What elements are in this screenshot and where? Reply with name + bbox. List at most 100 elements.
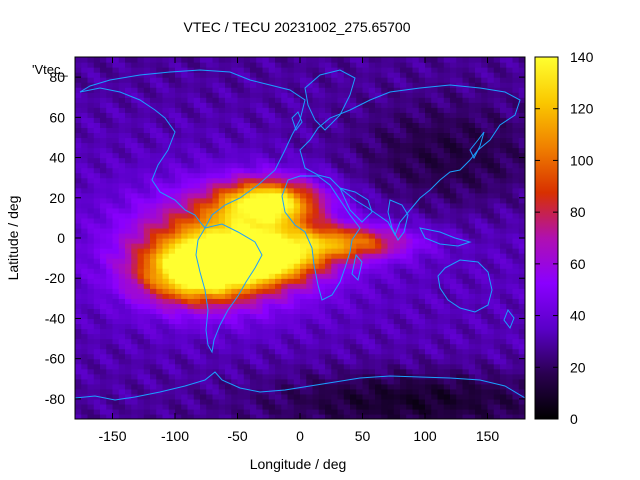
heatmap-cell — [181, 323, 189, 330]
heatmap-cell — [375, 388, 382, 395]
heatmap-cell — [368, 258, 376, 264]
heatmap-cell — [506, 373, 514, 380]
heatmap-cell — [350, 303, 357, 309]
heatmap-cell — [381, 353, 389, 360]
heatmap-cell — [137, 127, 145, 134]
heatmap-cell — [87, 383, 95, 390]
heatmap-cell — [375, 127, 382, 134]
heatmap-cell — [368, 363, 376, 370]
heatmap-cell — [481, 258, 489, 264]
heatmap-cell — [156, 182, 164, 189]
heatmap-cell — [412, 127, 420, 134]
heatmap-cell — [275, 388, 282, 395]
heatmap-cell — [237, 393, 245, 400]
heatmap-cell — [400, 72, 407, 78]
heatmap-cell — [406, 142, 414, 149]
heatmap-cell — [200, 197, 207, 204]
heatmap-cell — [443, 383, 451, 390]
heatmap-cell — [281, 283, 289, 289]
heatmap-cell — [143, 87, 151, 93]
heatmap-cell — [162, 413, 170, 419]
heatmap-cell — [393, 248, 401, 254]
heatmap-cell — [468, 378, 476, 385]
heatmap-cell — [93, 313, 101, 320]
heatmap-cell — [337, 202, 345, 209]
heatmap-cell — [381, 268, 389, 274]
heatmap-cell — [431, 97, 439, 103]
heatmap-cell — [362, 388, 370, 395]
heatmap-cell — [100, 152, 107, 159]
heatmap-cell — [200, 187, 207, 194]
heatmap-cell — [131, 333, 139, 340]
heatmap-cell — [150, 348, 157, 355]
heatmap-cell — [168, 408, 176, 415]
heatmap-cell — [381, 222, 389, 229]
heatmap-cell — [225, 368, 232, 375]
heatmap-cell — [512, 222, 520, 229]
heatmap-cell — [150, 97, 157, 103]
heatmap-cell — [500, 343, 507, 350]
heatmap-cell — [481, 288, 489, 294]
heatmap-cell — [193, 107, 201, 113]
heatmap-cell — [331, 142, 339, 149]
heatmap-cell — [493, 162, 501, 169]
heatmap-cell — [81, 303, 89, 309]
heatmap-cell — [312, 358, 320, 365]
heatmap-cell — [225, 243, 232, 249]
heatmap-cell — [143, 373, 151, 380]
heatmap-cell — [512, 328, 520, 335]
heatmap-cell — [331, 398, 339, 405]
heatmap-cell — [287, 363, 295, 370]
heatmap-cell — [243, 172, 251, 179]
heatmap-cell — [225, 87, 232, 93]
heatmap-cell — [400, 177, 407, 184]
heatmap-cell — [193, 373, 201, 380]
heatmap-cell — [281, 403, 289, 410]
heatmap-cell — [218, 338, 226, 345]
heatmap-cell — [462, 197, 470, 204]
heatmap-cell — [318, 217, 326, 224]
heatmap-cell — [206, 308, 214, 315]
heatmap-cell — [225, 308, 232, 315]
heatmap-cell — [293, 72, 301, 78]
heatmap-cell — [518, 398, 525, 405]
heatmap-cell — [100, 383, 107, 390]
heatmap-cell — [87, 182, 95, 189]
heatmap-cell — [450, 403, 457, 410]
heatmap-cell — [275, 127, 282, 134]
heatmap-cell — [337, 248, 345, 254]
heatmap-cell — [225, 378, 232, 385]
heatmap-cell — [493, 117, 501, 123]
heatmap-cell — [118, 313, 126, 320]
heatmap-cell — [312, 298, 320, 304]
heatmap-cell — [362, 268, 370, 274]
heatmap-cell — [318, 207, 326, 214]
heatmap-cell — [218, 393, 226, 400]
heatmap-cell — [206, 343, 214, 350]
heatmap-cell — [256, 253, 264, 259]
heatmap-cell — [462, 147, 470, 154]
heatmap-cell — [293, 207, 301, 214]
heatmap-cell — [362, 152, 370, 159]
heatmap-cell — [187, 232, 195, 239]
heatmap-cell — [406, 328, 414, 335]
heatmap-cell — [200, 77, 207, 83]
heatmap-cell — [387, 122, 395, 128]
heatmap-cell — [506, 202, 514, 209]
heatmap-cell — [431, 303, 439, 309]
heatmap-cell — [225, 343, 232, 350]
heatmap-cell — [450, 187, 457, 194]
heatmap-cell — [162, 398, 170, 405]
heatmap-cell — [362, 117, 370, 123]
heatmap-cell — [100, 378, 107, 385]
heatmap-cell — [337, 222, 345, 229]
heatmap-cell — [362, 92, 370, 98]
heatmap-cell — [350, 152, 357, 159]
heatmap-cell — [93, 217, 101, 224]
heatmap-cell — [81, 122, 89, 128]
heatmap-cell — [243, 378, 251, 385]
heatmap-cell — [268, 122, 276, 128]
heatmap-cell — [387, 187, 395, 194]
heatmap-cell — [506, 293, 514, 299]
heatmap-cell — [418, 313, 426, 320]
